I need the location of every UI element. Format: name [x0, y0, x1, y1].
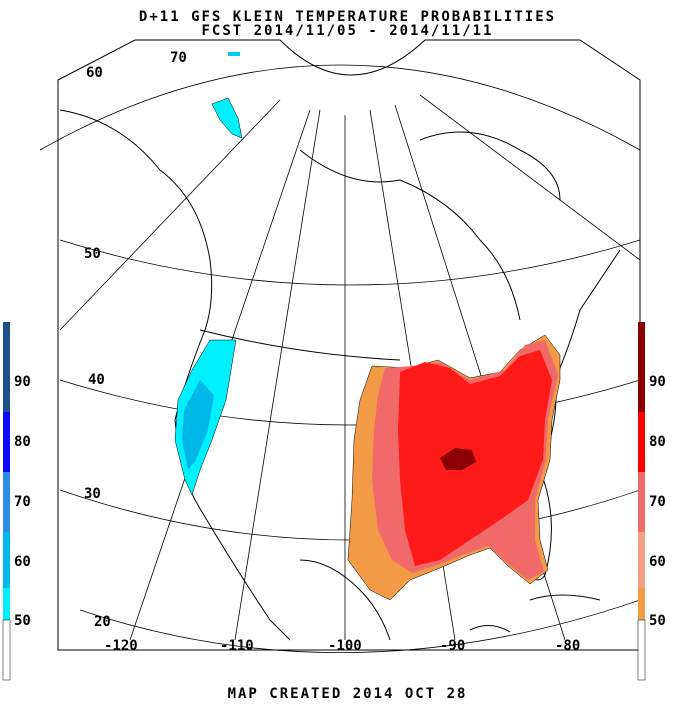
above-bar-segment-90 [638, 322, 645, 352]
lat-label-50: 50 [84, 246, 101, 262]
below-bar-label-90: 90 [14, 374, 31, 390]
lat-label-60: 60 [86, 65, 103, 81]
lon-label-minus-110: -110 [220, 638, 254, 654]
lon-label-minus-100: -100 [328, 638, 362, 654]
above-bar-segment-80 [638, 412, 645, 472]
lat-label-30: 30 [84, 486, 101, 502]
above-normal-colorbar: 90 80 70 60 50 [637, 322, 666, 681]
latitude-label-group: 70 60 50 40 30 20 [84, 50, 187, 630]
map-title-line-1: D+11 GFS KLEIN TEMPERATURE PROBABILITIES [138, 9, 557, 25]
below-bar-segment-70 [3, 472, 10, 532]
below-bar-label-80: 80 [14, 434, 31, 450]
lon-label-minus-80: -80 [555, 638, 580, 654]
west-coast-below-normal-inner [182, 380, 214, 470]
top-below-normal-sliver [228, 52, 240, 56]
lon-label-minus-120: -120 [104, 638, 138, 654]
longitude-label-group: -120 -110 -100 -90 -80 [104, 638, 580, 654]
below-bar-segment-50 [3, 588, 10, 620]
above-bar-label-90: 90 [649, 374, 666, 390]
lon-label-minus-90: -90 [440, 638, 465, 654]
east-above-normal-core [440, 448, 476, 470]
above-bar-segment-60 [638, 532, 645, 588]
below-bar-label-60: 60 [14, 554, 31, 570]
below-bar-segment-90 [3, 322, 10, 352]
below-normal-colorbar: 90 80 70 60 50 [2, 322, 31, 681]
above-bar-segment-70 [638, 472, 645, 532]
above-bar-label-80: 80 [649, 434, 666, 450]
map-title-line-2: FCST 2014/11/05 - 2014/11/11 [201, 23, 494, 39]
map-created-footer: MAP CREATED 2014 OCT 28 [227, 686, 468, 702]
below-bar-label-70: 70 [14, 494, 31, 510]
east-above-normal-inner [398, 350, 552, 566]
below-bar-label-50: 50 [14, 613, 31, 629]
below-bar-segment-60 [3, 532, 10, 588]
lat-label-40: 40 [88, 372, 105, 388]
above-bar-label-60: 60 [649, 554, 666, 570]
below-bar-segment-80 [3, 412, 10, 472]
above-bar-segment-50 [638, 588, 645, 620]
above-bar-label-50: 50 [649, 613, 666, 629]
latitude-lines [39, 64, 641, 654]
coastlines [59, 109, 621, 641]
alaska-below-normal-region [211, 97, 243, 139]
above-bar-label-70: 70 [649, 494, 666, 510]
lat-label-20: 20 [94, 614, 111, 630]
lat-label-70: 70 [170, 50, 187, 66]
map-frame [57, 39, 641, 651]
